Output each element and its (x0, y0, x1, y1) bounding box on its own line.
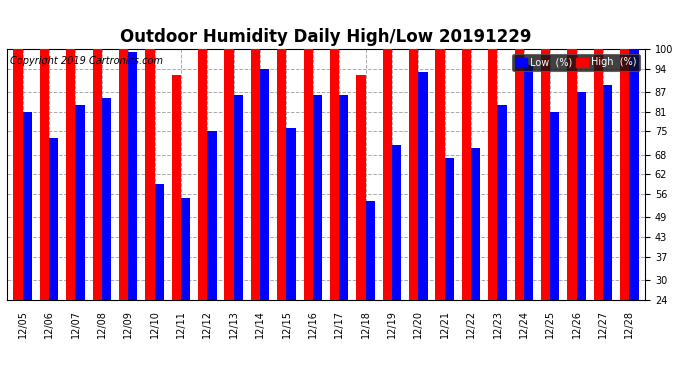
Bar (409, 6, 418, 300)
Bar (339, 95, 348, 300)
Bar (366, 201, 375, 300)
Title: Outdoor Humidity Daily High/Low 20191229: Outdoor Humidity Daily High/Low 20191229 (120, 28, 532, 46)
Bar (497, 105, 506, 300)
Bar (418, 72, 428, 300)
Bar (66, 16, 75, 300)
Bar (92, 0, 102, 300)
Bar (172, 75, 181, 300)
Bar (49, 138, 59, 300)
Bar (304, 22, 313, 300)
Bar (260, 69, 269, 300)
Bar (524, 65, 533, 300)
Bar (146, 49, 155, 300)
Bar (489, 0, 497, 300)
Text: Copyright 2019 Cartronics.com: Copyright 2019 Cartronics.com (10, 56, 163, 66)
Bar (207, 131, 217, 300)
Bar (603, 85, 612, 300)
Bar (515, 0, 524, 300)
Bar (356, 75, 366, 300)
Bar (567, 0, 577, 300)
Bar (181, 198, 190, 300)
Bar (435, 22, 445, 300)
Bar (119, 0, 128, 300)
Bar (277, 26, 286, 300)
Legend: Low  (%), High  (%): Low (%), High (%) (512, 54, 640, 71)
Bar (313, 95, 322, 300)
Bar (550, 112, 560, 300)
Bar (392, 145, 401, 300)
Bar (383, 32, 392, 300)
Bar (75, 105, 85, 300)
Bar (629, 22, 638, 300)
Bar (471, 148, 480, 300)
Bar (620, 0, 629, 300)
Bar (23, 112, 32, 300)
Bar (330, 22, 339, 300)
Bar (224, 3, 234, 300)
Bar (14, 6, 23, 300)
Bar (102, 98, 111, 300)
Bar (40, 16, 49, 300)
Bar (251, 0, 260, 300)
Bar (541, 0, 550, 300)
Bar (155, 184, 164, 300)
Bar (234, 95, 243, 300)
Bar (198, 26, 207, 300)
Bar (445, 158, 454, 300)
Bar (286, 128, 296, 300)
Bar (577, 92, 586, 300)
Bar (462, 22, 471, 300)
Bar (593, 22, 603, 300)
Bar (128, 52, 137, 300)
